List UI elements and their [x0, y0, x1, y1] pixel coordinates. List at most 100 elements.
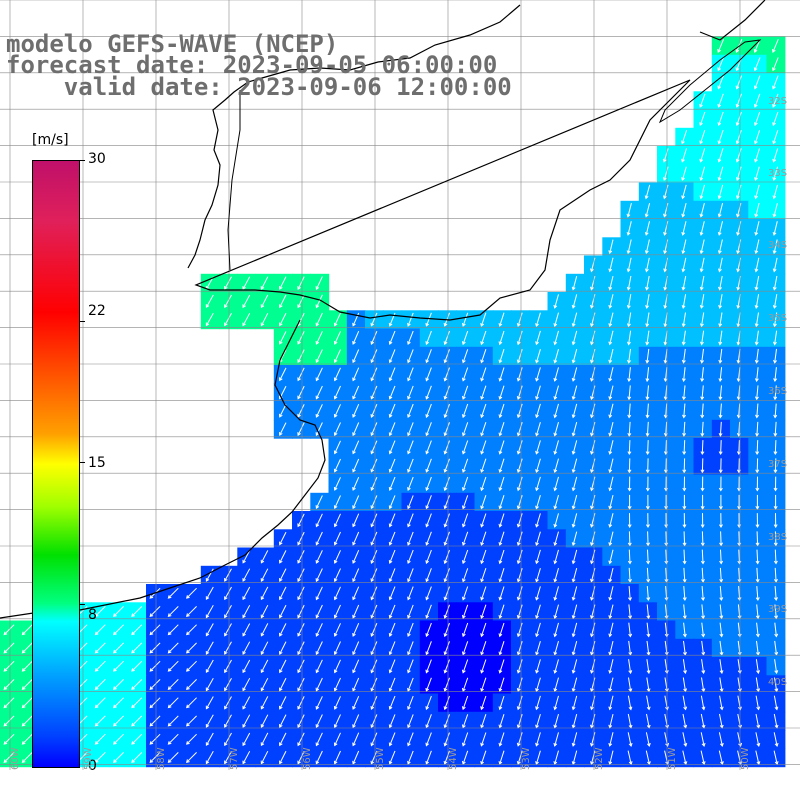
wind-arrow: [628, 312, 632, 327]
wind-arrow: [95, 642, 106, 654]
wind-arrow-head: [772, 140, 777, 145]
wind-arrow-head: [608, 286, 613, 291]
wind-arrow-head: [480, 377, 485, 382]
wind-arrow-head: [242, 322, 246, 327]
wind-arrow-head: [719, 578, 724, 583]
wind-arrow: [334, 604, 341, 618]
wind-arrow: [370, 422, 378, 436]
wind-arrow: [260, 677, 269, 691]
wind-arrow-head: [352, 687, 356, 692]
wind-speed-cell: [492, 748, 512, 768]
wind-arrow: [131, 715, 143, 727]
wind-arrow: [242, 677, 251, 691]
wind-arrow-head: [516, 742, 521, 747]
wind-arrow: [755, 275, 760, 290]
wind-arrow: [517, 732, 523, 746]
wind-arrow-head: [590, 268, 594, 273]
wind-arrow: [773, 732, 778, 747]
wind-arrow-head: [717, 49, 721, 53]
wind-arrow: [3, 752, 15, 763]
wind-arrow-head: [516, 359, 521, 364]
wind-arrow-head: [608, 323, 613, 328]
wind-arrow-head: [773, 524, 778, 529]
wind-arrow-head: [498, 614, 503, 619]
wind-arrow-head: [626, 286, 631, 291]
wind-arrow-head: [774, 633, 779, 638]
wind-arrow: [699, 111, 706, 126]
wind-speed-cell: [127, 638, 147, 658]
wind-arrow-head: [516, 505, 521, 510]
wind-arrow: [315, 312, 323, 326]
wind-arrow: [370, 477, 378, 491]
wind-arrow-head: [571, 450, 576, 455]
wind-arrow-head: [627, 341, 631, 346]
wind-arrow-head: [701, 651, 706, 656]
wind-arrow: [315, 331, 323, 345]
wind-arrow: [719, 640, 723, 655]
wind-arrow-head: [297, 413, 301, 418]
wind-arrow-head: [772, 158, 777, 163]
wind-arrow-head: [590, 615, 594, 620]
wind-arrow-head: [681, 177, 685, 182]
wind-arrow: [737, 367, 741, 382]
wind-arrow-head: [590, 706, 594, 711]
wind-arrow-head: [553, 742, 558, 747]
wind-arrow-head: [590, 469, 594, 474]
wind-arrow: [755, 732, 760, 747]
coastline-uruguay-brazil: [187, 0, 766, 321]
wind-arrow-head: [683, 651, 687, 656]
wind-arrow-head: [645, 286, 649, 291]
wind-arrow: [462, 750, 469, 765]
wind-arrow: [352, 422, 360, 436]
wind-arrow: [720, 531, 722, 546]
wind-arrow: [609, 494, 614, 509]
wind-arrow-head: [461, 450, 466, 455]
wind-arrow: [517, 513, 523, 527]
wind-arrow-head: [773, 542, 778, 547]
wind-arrow-head: [663, 359, 668, 364]
wind-arrow-head: [774, 651, 779, 656]
wind-arrow-head: [608, 505, 613, 510]
wind-arrow: [773, 184, 778, 199]
wind-arrow-head: [608, 450, 613, 455]
wind-speed-cell: [383, 492, 403, 512]
wind-arrow: [682, 184, 687, 199]
wind-arrow: [444, 695, 450, 710]
wind-arrow: [609, 294, 614, 309]
wind-arrow: [701, 330, 705, 345]
wind-arrow: [517, 677, 523, 692]
wind-arrow-head: [645, 323, 650, 328]
wind-arrow-head: [443, 505, 448, 510]
wind-arrow: [224, 294, 232, 308]
wind-arrow: [646, 622, 650, 637]
wind-arrow: [186, 733, 197, 745]
wind-arrow: [279, 531, 287, 545]
wind-arrow: [774, 403, 777, 418]
wind-arrow-head: [333, 395, 338, 400]
wind-arrow: [389, 568, 396, 582]
wind-arrow-head: [443, 614, 448, 619]
wind-arrow-head: [407, 633, 411, 638]
wind-speed-cell: [492, 419, 512, 439]
wind-arrow: [773, 221, 778, 236]
wind-arrow: [609, 604, 614, 619]
wind-speed-cell: [383, 310, 403, 330]
wind-speed-cell: [492, 602, 512, 622]
wind-arrow: [664, 604, 668, 619]
wind-arrow-head: [297, 559, 301, 564]
wind-arrow-head: [719, 615, 724, 620]
wind-arrow: [480, 641, 487, 655]
wind-arrow: [334, 513, 341, 527]
wind-arrow-head: [772, 103, 776, 108]
wind-arrow: [736, 130, 742, 144]
wind-arrow-head: [461, 706, 466, 711]
wind-arrow: [628, 622, 631, 637]
wind-arrow-head: [590, 286, 594, 291]
wind-arrow: [774, 677, 778, 692]
wind-arrow: [389, 349, 396, 363]
wind-arrow: [535, 695, 541, 710]
wind-arrow: [700, 695, 705, 710]
wind-arrow-head: [388, 742, 393, 747]
wind-arrow-head: [498, 706, 503, 711]
wind-arrow-head: [590, 560, 594, 565]
